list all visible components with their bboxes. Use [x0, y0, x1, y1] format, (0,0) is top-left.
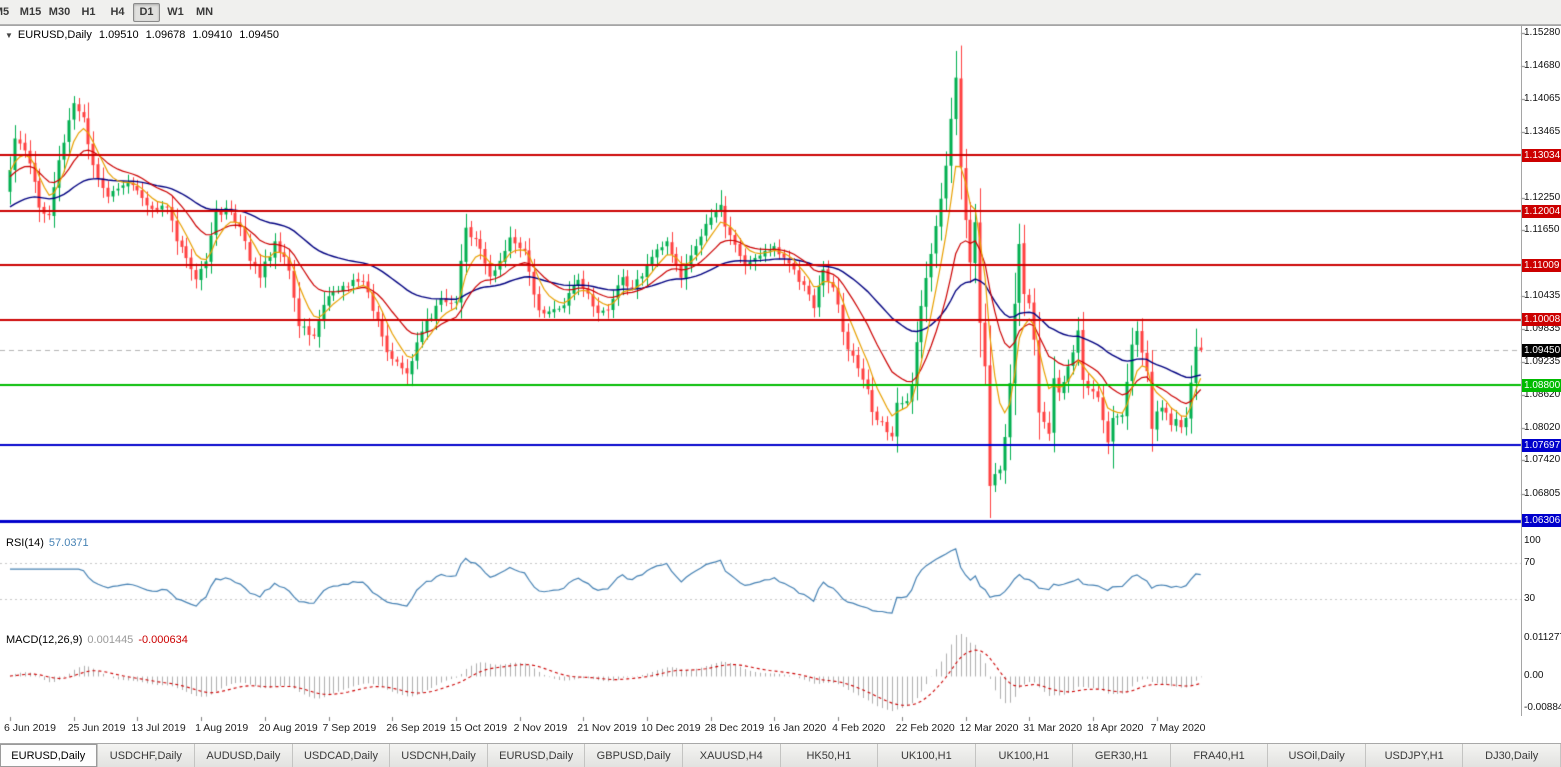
date-axis-label: 4 Feb 2020: [832, 722, 886, 734]
date-axis-label: 13 Jul 2019: [131, 722, 186, 734]
timeframe-h1-button[interactable]: H1: [75, 3, 102, 22]
price-axis-label: 1.09235: [1524, 355, 1561, 367]
price-line-badge: 1.07697: [1522, 438, 1561, 452]
date-axis-label: 7 Sep 2019: [322, 722, 377, 734]
chart-window: ▼ EURUSD,Daily 1.09510 1.09678 1.09410 1…: [0, 25, 1561, 743]
date-axis-label: 6 Jun 2019: [4, 722, 56, 734]
chart-tab-dj30-daily[interactable]: DJ30,Daily: [1463, 744, 1561, 767]
chart-symbol-label: EURUSD,Daily: [17, 29, 92, 41]
rsi-indicator-label: RSI(14) 57.0371: [6, 537, 89, 549]
price-axis-label: 1.11650: [1524, 224, 1560, 236]
chart-tab-xauusd-h4[interactable]: XAUUSD,H4: [682, 744, 781, 767]
ohlc-open: 1.09510: [98, 29, 139, 41]
price-axis-label: 1.14680: [1524, 59, 1561, 71]
chart-tab-usdcnh-daily[interactable]: USDCNH,Daily: [390, 744, 488, 767]
price-line-badge: 1.12004: [1522, 204, 1561, 218]
price-axis-label: 1.06805: [1524, 487, 1561, 499]
timeframe-mn-button[interactable]: MN: [191, 3, 218, 22]
macd-value-signal: -0.000634: [138, 634, 188, 646]
date-axis-label: 20 Aug 2019: [258, 722, 318, 734]
chart-tab-usdcad-daily[interactable]: USDCAD,Daily: [292, 744, 391, 767]
chart-title-ohlc: ▼ EURUSD,Daily 1.09510 1.09678 1.09410 1…: [5, 29, 279, 41]
price-axis-label: 1.12250: [1524, 191, 1561, 203]
chart-tab-eurusd-daily-2[interactable]: EURUSD,Daily: [487, 744, 586, 767]
price-axis-label: 1.13465: [1524, 125, 1561, 137]
macd-name: MACD(12,26,9): [6, 634, 83, 646]
chart-tab-audusd-daily[interactable]: AUDUSD,Daily: [195, 744, 293, 767]
collapse-chart-icon[interactable]: ▼: [5, 30, 13, 40]
price-axis-label: 1.14065: [1524, 93, 1561, 105]
price-line-badge: 1.11009: [1522, 258, 1561, 272]
ohlc-high: 1.09678: [145, 29, 186, 41]
price-axis-label: 1.07420: [1524, 454, 1561, 466]
date-axis-label: 26 Sep 2019: [386, 722, 446, 734]
timeframe-m30-button[interactable]: M30: [46, 3, 73, 22]
date-axis-label: 21 Nov 2019: [577, 722, 637, 734]
rsi-axis-label: 100: [1524, 535, 1541, 546]
chart-tab-usdchf-daily[interactable]: USDCHF,Daily: [97, 744, 196, 767]
date-axis-label: 7 May 2020: [1150, 722, 1206, 734]
date-axis-label: 15 Oct 2019: [449, 722, 508, 734]
chart-tab-hk50-h1[interactable]: HK50,H1: [780, 744, 879, 767]
macd-indicator-label: MACD(12,26,9) 0.001445 -0.000634: [6, 634, 188, 646]
chart-tab-eurusd-daily-1[interactable]: EURUSD,Daily: [0, 744, 98, 767]
price-axis-label: 1.10435: [1524, 290, 1561, 302]
date-axis-label: 10 Dec 2019: [641, 722, 701, 734]
price-axis-label: 1.08020: [1524, 421, 1561, 433]
rsi-value: 57.0371: [48, 537, 89, 549]
date-axis-label: 22 Feb 2020: [895, 722, 955, 734]
timeframe-m15-button[interactable]: M15: [17, 3, 44, 22]
timeframe-w1-button[interactable]: W1: [162, 3, 189, 22]
date-axis-label: 28 Dec 2019: [704, 722, 765, 734]
price-line-badge: 1.10008: [1522, 313, 1561, 327]
rsi-axis-label: 30: [1524, 593, 1536, 605]
chart-tab-fra40-h1[interactable]: FRA40,H1: [1170, 744, 1269, 767]
rsi-axis-label: 70: [1524, 556, 1536, 568]
chart-tab-uk100-h1-1[interactable]: UK100,H1: [878, 744, 976, 767]
price-line-badge: 1.13034: [1522, 148, 1561, 162]
chart-tab-usoil-daily[interactable]: USOil,Daily: [1268, 744, 1366, 767]
price-chart-canvas[interactable]: [0, 25, 1561, 743]
date-axis-label: 25 Jun 2019: [67, 722, 126, 734]
chart-overlay: ▼ EURUSD,Daily 1.09510 1.09678 1.09410 1…: [0, 25, 1561, 743]
date-axis-line: [0, 25, 1561, 26]
date-axis-label: 18 Apr 2020: [1086, 722, 1144, 734]
chart-tab-uk100-h1-2[interactable]: UK100,H1: [975, 744, 1074, 767]
timeframe-m5-button[interactable]: M5: [0, 3, 15, 22]
current-price-badge: 1.09450: [1522, 343, 1561, 357]
timeframe-d1-button[interactable]: D1: [133, 2, 160, 22]
price-axis-label: 1.08620: [1524, 389, 1561, 401]
date-axis-label: 16 Jan 2020: [768, 722, 827, 734]
chart-tab-gbpusd-daily[interactable]: GBPUSD,Daily: [585, 744, 683, 767]
macd-axis-label: 0.00: [1524, 670, 1544, 681]
chart-tab-ger30-h1[interactable]: GER30,H1: [1073, 744, 1171, 767]
timeframe-h4-button[interactable]: H4: [104, 3, 131, 22]
price-line-badge: 1.06306: [1522, 514, 1561, 528]
price-line-badge: 1.08800: [1522, 378, 1561, 392]
macd-axis-label: -0.008845: [1524, 702, 1561, 713]
timeframe-toolbar: M5 M15 M30 H1 H4 D1 W1 MN: [0, 0, 1561, 25]
chart-tabs-bar: EURUSD,Daily USDCHF,Daily AUDUSD,Daily U…: [0, 743, 1561, 767]
rsi-name: RSI(14): [6, 537, 44, 549]
date-axis-label: 12 Mar 2020: [959, 722, 1019, 734]
ohlc-low: 1.09410: [192, 29, 233, 41]
date-axis-label: 1 Aug 2019: [195, 722, 249, 734]
chart-tab-usdjpy-h1[interactable]: USDJPY,H1: [1365, 744, 1464, 767]
price-axis-label: 1.15280: [1524, 27, 1561, 38]
price-axis-line: [1521, 25, 1522, 716]
macd-axis-label: 0.011277: [1524, 632, 1561, 643]
date-axis-label: 31 Mar 2020: [1023, 722, 1083, 734]
ohlc-close: 1.09450: [239, 29, 279, 41]
date-axis-label: 2 Nov 2019: [513, 722, 568, 734]
price-axis-label: 1.09835: [1524, 323, 1561, 335]
macd-value-main: 0.001445: [87, 634, 134, 646]
